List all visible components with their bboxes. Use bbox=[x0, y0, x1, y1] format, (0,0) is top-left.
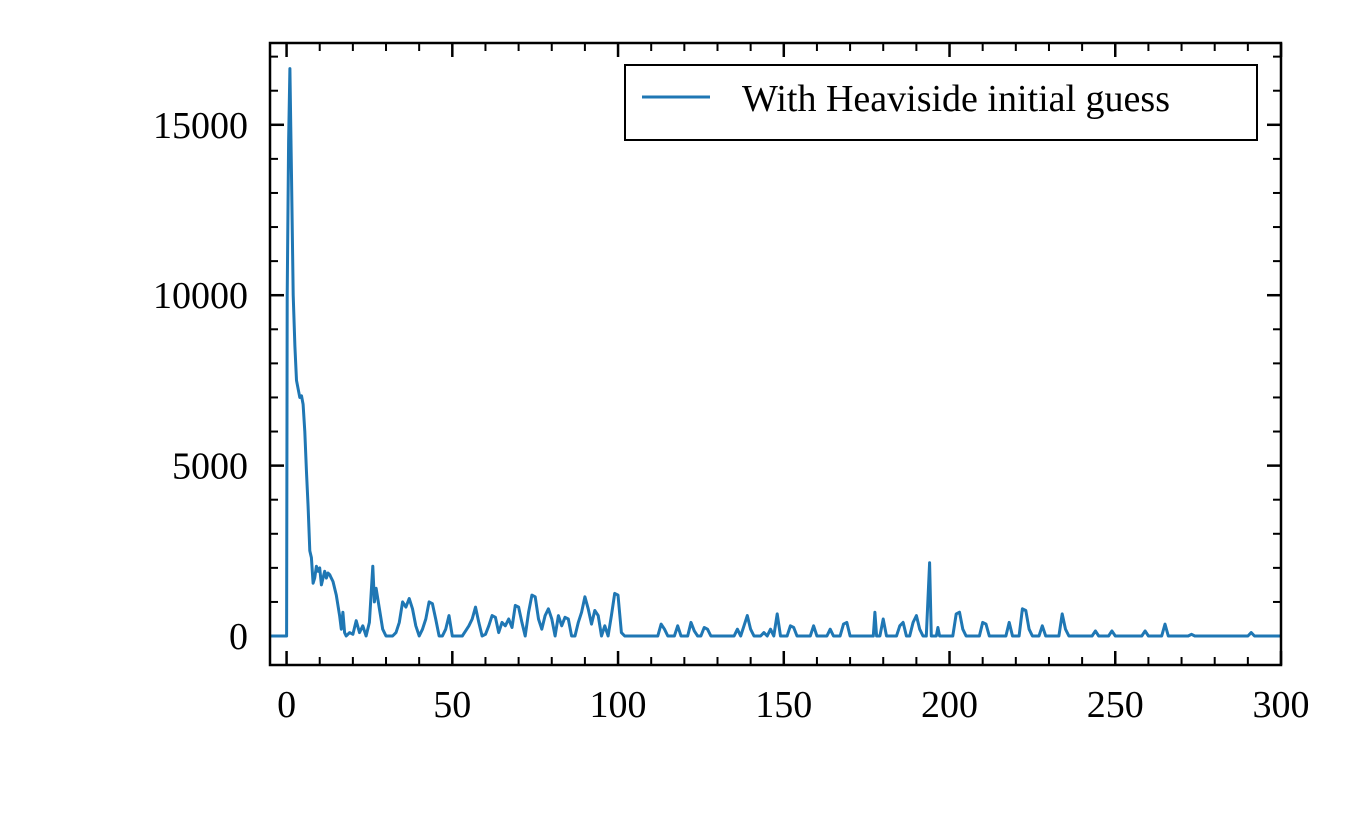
axis-ticks bbox=[270, 43, 1283, 665]
y-tick-label: 15000 bbox=[153, 105, 248, 147]
tick-labels: 0 50 100 150 200 250 300 0 5000 10000 15000 bbox=[153, 105, 1310, 726]
series-layer bbox=[270, 67, 1281, 638]
y-tick-label: 0 bbox=[229, 616, 248, 658]
series-line bbox=[270, 67, 1281, 638]
plot-frame bbox=[268, 41, 1283, 667]
x-tick-label: 100 bbox=[590, 684, 647, 726]
x-tick-label: 0 bbox=[277, 684, 296, 726]
x-tick-label: 200 bbox=[921, 684, 978, 726]
legend-series-label: With Heaviside initial guess bbox=[742, 78, 1170, 120]
x-tick-label: 300 bbox=[1253, 684, 1310, 726]
legend: With Heaviside initial guess bbox=[624, 64, 1258, 141]
x-tick-label: 50 bbox=[433, 684, 471, 726]
y-tick-label: 10000 bbox=[153, 275, 248, 317]
x-tick-label: 150 bbox=[755, 684, 812, 726]
y-tick-label: 5000 bbox=[172, 446, 248, 488]
x-tick-label: 250 bbox=[1087, 684, 1144, 726]
legend-box bbox=[624, 64, 1258, 141]
